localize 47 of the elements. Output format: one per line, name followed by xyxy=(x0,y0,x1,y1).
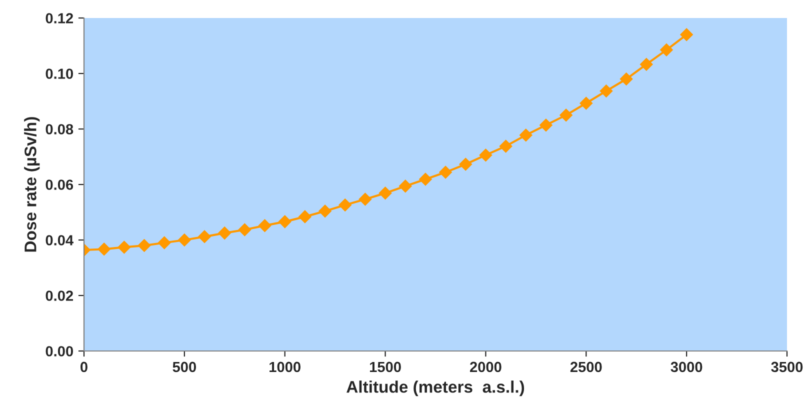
point xyxy=(560,108,572,122)
y-tick-label: 0.04 xyxy=(46,235,74,246)
point xyxy=(620,72,633,86)
point xyxy=(358,192,372,206)
point xyxy=(298,210,312,224)
point xyxy=(479,148,492,162)
x-tick-label: 3000 xyxy=(670,362,702,372)
x-tick-label: 2000 xyxy=(470,362,502,372)
point xyxy=(499,140,512,153)
point xyxy=(419,172,432,186)
point xyxy=(378,186,392,200)
point xyxy=(178,234,191,246)
point xyxy=(198,230,211,244)
point xyxy=(278,215,292,228)
y-tick-label: 0.10 xyxy=(46,68,73,79)
point xyxy=(338,198,352,212)
point xyxy=(660,44,673,56)
point xyxy=(138,239,151,252)
point xyxy=(238,223,252,236)
point xyxy=(118,240,131,254)
x-tick-label: 500 xyxy=(172,362,196,372)
point xyxy=(398,180,412,193)
point xyxy=(600,84,613,98)
point xyxy=(318,204,332,218)
x-axis-title: Altitude (meters a.s.l.) xyxy=(346,380,524,396)
point xyxy=(158,236,171,250)
point xyxy=(218,226,232,240)
y-tick-label: 0.06 xyxy=(46,180,74,190)
point xyxy=(640,58,653,71)
point xyxy=(680,28,693,42)
x-tick-label: 2500 xyxy=(570,362,602,372)
x-tick-label: 1000 xyxy=(270,362,300,372)
y-tick-label: 0.08 xyxy=(46,124,74,134)
y-tick-label: 0.12 xyxy=(46,13,73,24)
point xyxy=(580,96,593,110)
point xyxy=(98,242,110,256)
y-tick-label: 0.02 xyxy=(46,290,73,301)
point xyxy=(540,118,552,132)
point xyxy=(439,166,452,179)
y-axis-title: Dose rate (µSv/h) xyxy=(24,117,40,252)
x-tick-label: 1500 xyxy=(370,362,401,372)
y-tick-label: 0.00 xyxy=(46,346,73,356)
point xyxy=(459,158,472,171)
point xyxy=(258,219,272,232)
x-tick-label: 0 xyxy=(80,362,88,372)
point xyxy=(519,128,532,142)
x-tick-label: 3500 xyxy=(771,362,803,372)
